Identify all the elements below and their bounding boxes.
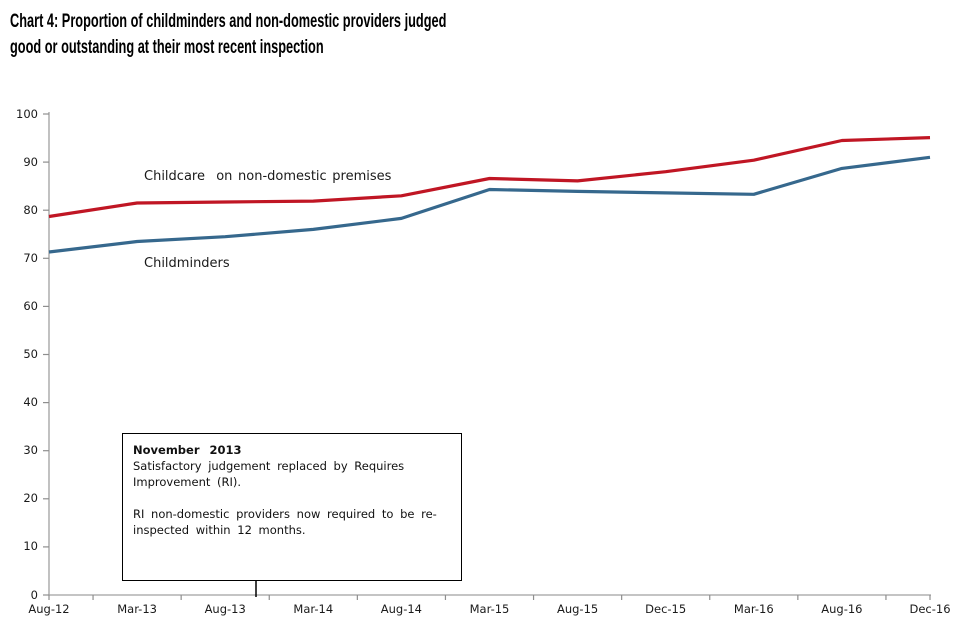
x-tick-label: Aug-16 [821,602,863,616]
chart-title: Chart 4: Proportion of childminders and … [10,8,446,60]
chart-title-line-2: good or outstanding at their most recent… [10,36,324,58]
series-label-childminders: Childminders [144,256,230,271]
x-tick-label: Mar-13 [117,602,157,616]
chart-title-line-1: Chart 4: Proportion of childminders and … [10,10,447,32]
y-tick-label: 90 [23,154,38,169]
x-tick-label: Aug-12 [28,602,70,616]
annotation-body-2: RI non-domestic providers now required t… [133,507,437,537]
y-tick-label: 0 [30,587,38,602]
series-line-childminders [48,155,931,254]
y-tick-label: 50 [23,347,38,361]
y-tick-label: 10 [23,539,38,554]
x-tick-label: Aug-14 [380,602,423,616]
x-tick-label: Mar-14 [293,602,334,616]
series-line-non-domestic [48,136,931,219]
x-tick-label: Aug-13 [204,602,246,616]
annotation-body-1: Satisfactory judgement replaced by Requi… [133,459,405,489]
y-tick-label: 100 [16,106,38,121]
x-tick-label: Mar-15 [469,602,510,616]
x-tick-label: Dec-15 [645,602,687,616]
annotation-heading: November 2013 [133,443,242,457]
y-tick-label: 80 [23,202,38,217]
series-label-non-domestic: Childcare on non-domestic premises [144,169,392,184]
y-tick-label: 60 [23,298,38,313]
y-tick-label: 30 [23,443,38,458]
y-tick-label: 70 [23,250,38,265]
y-tick-label: 40 [23,395,38,410]
y-tick-label: 20 [23,491,38,506]
x-tick-label: Mar-16 [733,602,774,616]
x-tick-label: Aug-15 [556,602,599,616]
annotation-box: November 2013 Satisfactory judgement rep… [122,433,462,581]
x-tick-label: Dec-16 [909,602,951,616]
